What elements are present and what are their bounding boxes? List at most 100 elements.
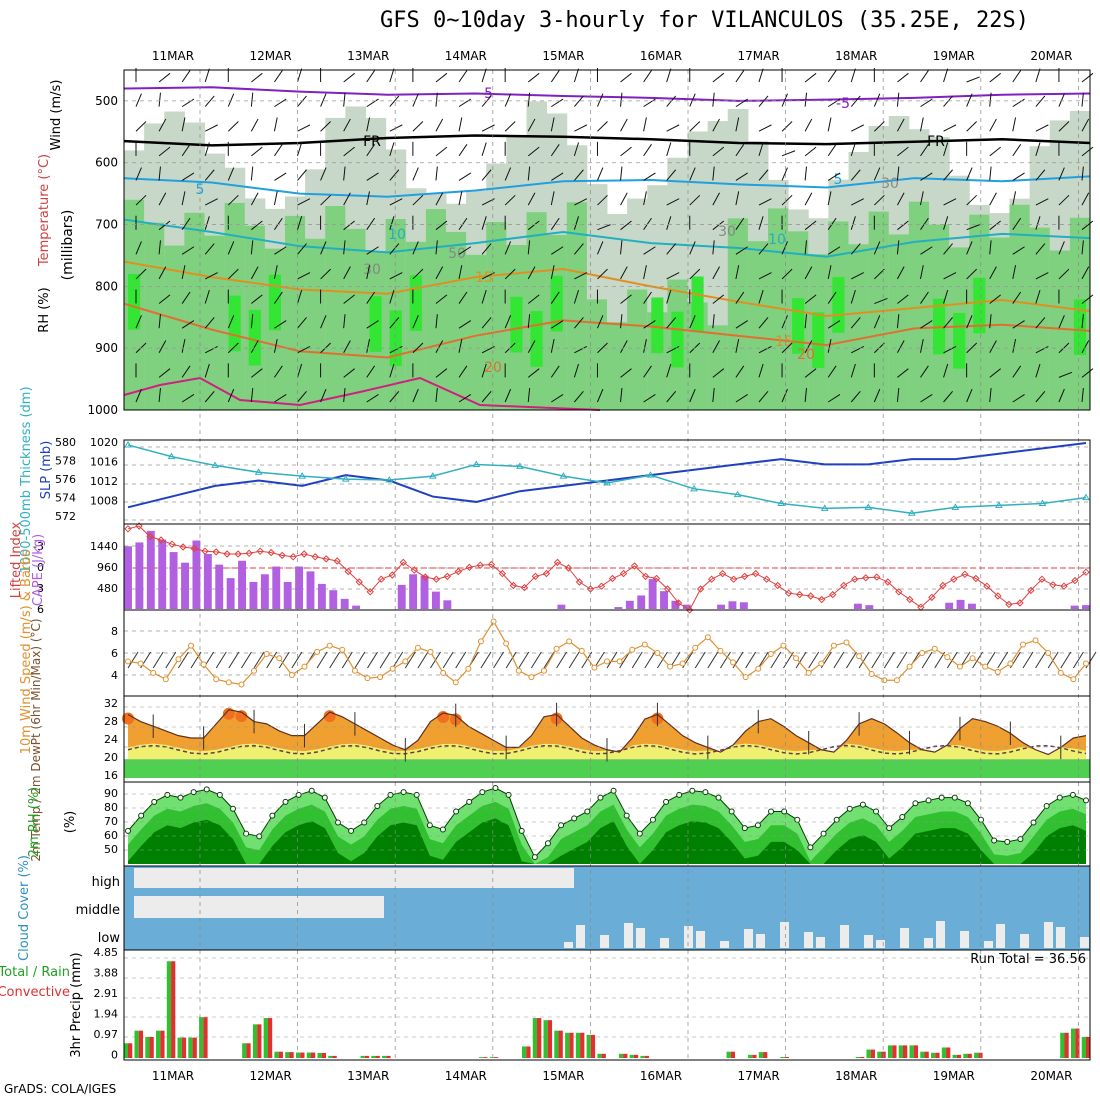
date-label-top: 15MAR — [542, 49, 584, 63]
wind-barb — [689, 388, 696, 403]
wind-barb — [504, 315, 512, 329]
rh2m-marker — [964, 800, 971, 807]
rh-shade-mid — [586, 299, 608, 410]
upper-ylabel-wind: Wind (m/s) — [49, 80, 64, 151]
wind-barb — [412, 241, 419, 255]
wind-barb — [781, 194, 793, 206]
cloud-low — [996, 924, 1005, 948]
wind10m-marker — [843, 639, 850, 646]
wind-barb — [550, 217, 560, 230]
wind-barb — [873, 167, 881, 181]
wind10m-marker — [515, 667, 522, 674]
wind10m-marker — [150, 669, 157, 676]
rh2m-marker — [544, 840, 551, 847]
date-label-bottom: 17MAR — [738, 1069, 780, 1083]
wind-barb — [943, 68, 949, 83]
wind-barb — [135, 93, 142, 107]
wind-barb — [920, 291, 929, 304]
rh2m-marker — [558, 822, 565, 829]
wind10m-barb — [694, 651, 706, 669]
wind-barb — [735, 365, 745, 378]
lifted-index-marker — [168, 540, 176, 548]
isotherm-label: 20 — [797, 347, 815, 363]
wind-barb — [873, 93, 881, 107]
wind10m-barb — [720, 651, 731, 669]
wind-barb — [643, 98, 656, 108]
wind-barb — [781, 342, 793, 354]
cape-bar — [329, 590, 338, 609]
thickness-marker — [907, 509, 916, 516]
wind-barb — [343, 388, 346, 403]
wind-barb — [1035, 243, 1046, 255]
wind-barb — [574, 124, 588, 132]
wind-barb — [574, 243, 584, 255]
cloud-low — [816, 937, 825, 948]
wind-barb — [366, 320, 379, 329]
thickness-marker — [690, 484, 698, 492]
wind-barb — [481, 68, 487, 83]
wind-barb — [666, 390, 677, 403]
cloud-low — [696, 931, 705, 948]
wind-barb — [435, 220, 448, 231]
precip-bar-total — [252, 1024, 258, 1058]
wind-barb — [343, 72, 355, 83]
wind-barb — [158, 368, 171, 378]
cape-bar — [340, 598, 349, 609]
wind-barb — [689, 194, 701, 206]
precip-tick: 0.97 — [94, 1028, 119, 1041]
wind-barb — [943, 216, 949, 230]
rh2m-marker — [177, 794, 184, 801]
lifted-index-marker — [278, 551, 286, 560]
wind-barb — [1035, 124, 1049, 132]
wind-barb — [435, 192, 444, 206]
panel-frame — [123, 523, 1091, 611]
wind-barb — [251, 294, 263, 304]
upper-ylabel-unit: (millibars) — [60, 210, 76, 281]
wind10m-marker — [540, 667, 547, 674]
wind-barb — [250, 192, 259, 206]
wind-barb — [574, 169, 584, 181]
wind-barb — [666, 68, 672, 83]
precip-bar-total — [887, 1045, 893, 1058]
wind10m-barb — [1060, 651, 1072, 669]
lifted-index-marker — [124, 525, 132, 533]
wind-barb — [735, 172, 748, 181]
wind10m-barb — [493, 651, 504, 669]
wind-barb — [435, 72, 448, 83]
wind-barb — [666, 363, 672, 378]
wind-barb — [504, 194, 516, 206]
wind-barb — [458, 338, 463, 353]
thickness-tick: 574 — [55, 492, 76, 505]
wind10m-marker — [200, 661, 207, 668]
lifted-index-marker — [454, 567, 463, 576]
wind-barb — [1012, 365, 1022, 378]
wind10m-marker — [868, 670, 875, 677]
cloud-low — [636, 928, 645, 948]
wind-barb — [135, 121, 147, 132]
precip-bar-total — [306, 1052, 311, 1058]
wind10m-marker — [414, 644, 421, 651]
rh2m-marker — [243, 830, 250, 837]
wind-barb — [1058, 268, 1070, 280]
wind-barb — [181, 117, 186, 132]
date-label-top: 18MAR — [835, 49, 877, 63]
wind-barb — [274, 365, 283, 378]
wind-barb — [620, 118, 628, 132]
precip-bar-total — [866, 1049, 871, 1058]
precip-bar-convective — [558, 1030, 563, 1058]
cloud-low — [840, 925, 849, 948]
wind10m-barb — [455, 651, 467, 669]
cape-bar — [1082, 605, 1090, 609]
lifted-index-marker — [443, 572, 452, 581]
wind-barb — [827, 265, 832, 280]
wind-barb — [274, 320, 287, 329]
wind-barb — [896, 340, 905, 354]
precip-bar-convective — [547, 1020, 553, 1058]
wind-barb — [343, 220, 355, 231]
wind-barb — [435, 368, 448, 378]
wind10m-marker — [566, 638, 573, 645]
precip-bar-total — [522, 1046, 527, 1058]
wind-barb — [227, 121, 239, 132]
wind-barb — [712, 72, 725, 83]
wind-barb — [250, 92, 254, 107]
